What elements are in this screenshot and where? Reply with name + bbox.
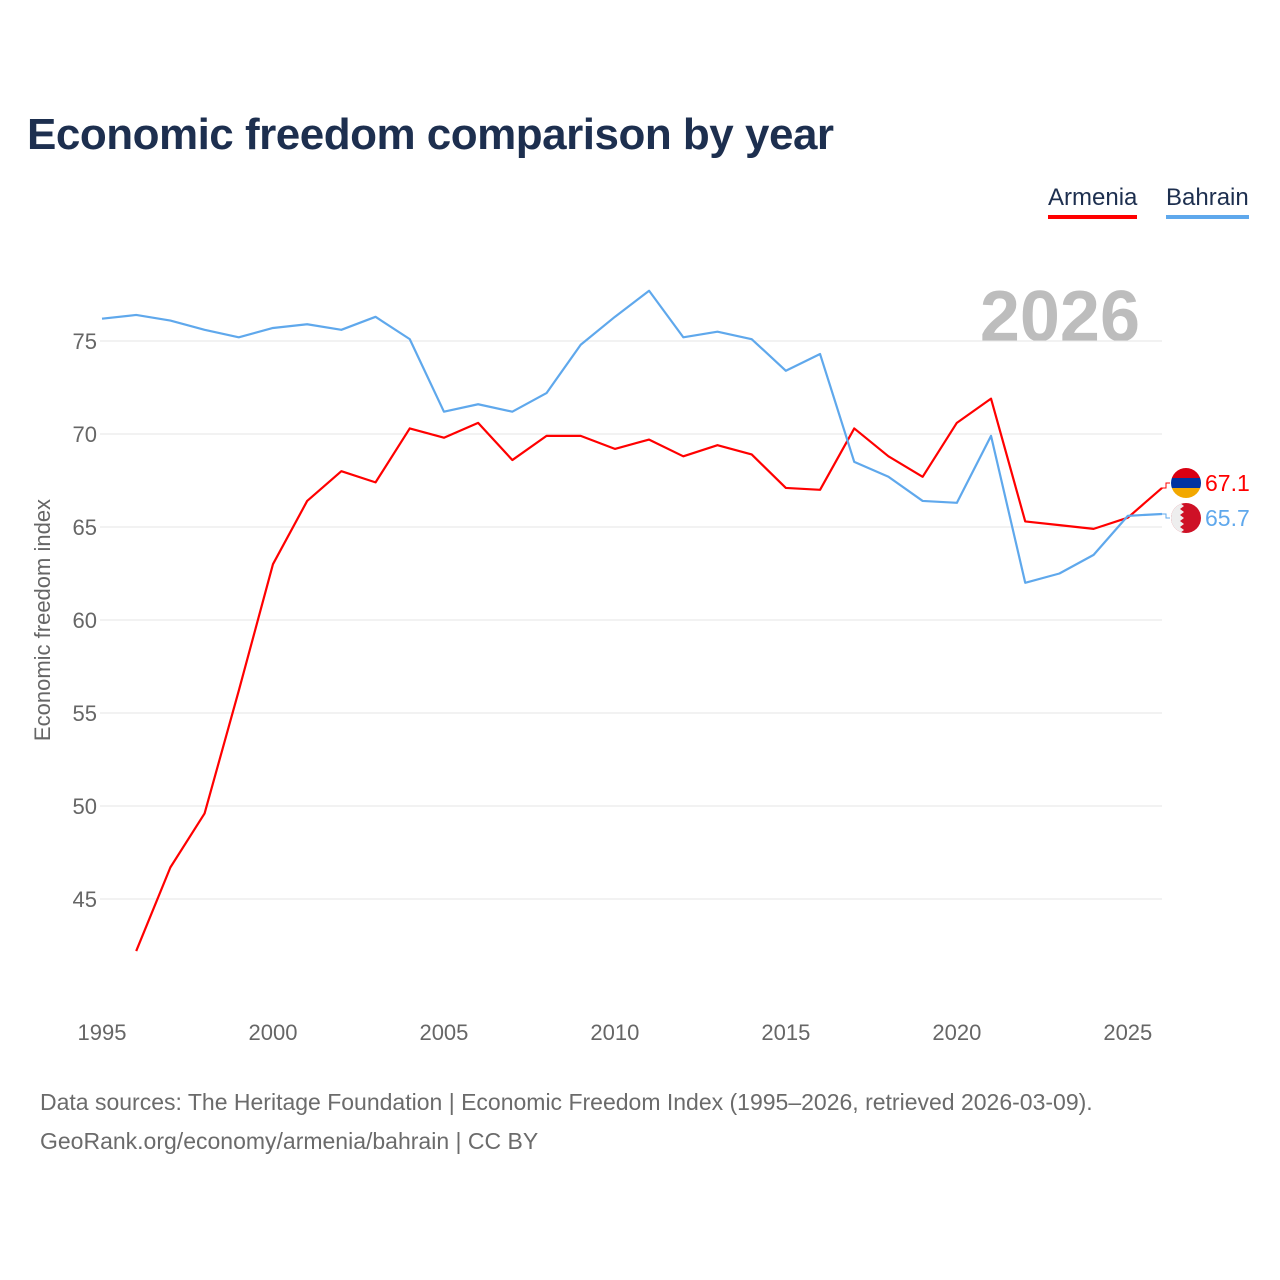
y-tick-label: 55 bbox=[73, 701, 97, 726]
x-tick-label: 2010 bbox=[590, 1020, 639, 1045]
end-value-label: 65.7 bbox=[1205, 505, 1250, 531]
x-tick-label: 2015 bbox=[761, 1020, 810, 1045]
x-tick-label: 1995 bbox=[78, 1020, 127, 1045]
x-tick-label: 2020 bbox=[932, 1020, 981, 1045]
y-tick-label: 60 bbox=[73, 608, 97, 633]
x-tick-label: 2000 bbox=[248, 1020, 297, 1045]
y-tick-label: 70 bbox=[73, 422, 97, 447]
y-tick-label: 65 bbox=[73, 515, 97, 540]
y-axis-label: Economic freedom index bbox=[30, 499, 55, 741]
footer-credit: GeoRank.org/economy/armenia/bahrain | CC… bbox=[40, 1128, 539, 1154]
series-line-armenia bbox=[135, 397, 1163, 952]
series-line-bahrain bbox=[101, 289, 1163, 584]
bahrain-flag-icon bbox=[1171, 503, 1201, 533]
year-watermark: 2026 bbox=[980, 277, 1140, 357]
end-value-label: 67.1 bbox=[1205, 470, 1250, 496]
legend-bahrain[interactable]: Bahrain bbox=[1166, 184, 1249, 219]
end-connector bbox=[1162, 513, 1170, 519]
x-tick-label: 2025 bbox=[1103, 1020, 1152, 1045]
y-tick-label: 50 bbox=[73, 794, 97, 819]
y-tick-label: 45 bbox=[73, 887, 97, 912]
legend-armenia[interactable]: Armenia bbox=[1048, 184, 1138, 219]
chart-title: Economic freedom comparison by year bbox=[27, 110, 834, 159]
end-connector bbox=[1162, 482, 1170, 489]
armenia-flag-icon bbox=[1171, 468, 1201, 498]
x-tick-label: 2005 bbox=[419, 1020, 468, 1045]
y-tick-label: 75 bbox=[73, 329, 97, 354]
footer-sources: Data sources: The Heritage Foundation | … bbox=[40, 1089, 1093, 1115]
